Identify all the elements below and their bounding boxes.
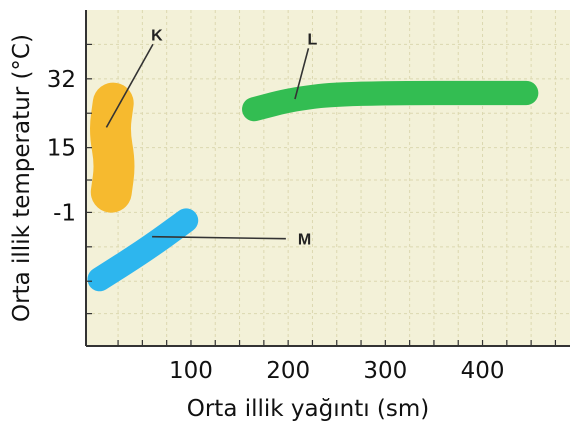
x-axis-title: Orta illik yağıntı (sm) — [187, 396, 430, 422]
x-tick-label: 200 — [266, 358, 310, 384]
y-tick-label: 15 — [47, 136, 76, 162]
x-tick-label: 100 — [169, 358, 213, 384]
leader-line-k — [105, 43, 154, 128]
leader-line-l — [294, 48, 310, 100]
y-tick-label: -1 — [53, 200, 76, 226]
leader-line-m — [152, 235, 286, 240]
region-m — [87, 208, 199, 292]
region-label-l: L — [308, 31, 318, 48]
x-tick-label: 400 — [461, 358, 505, 384]
region-k — [90, 82, 135, 213]
x-tick-label: 300 — [363, 358, 407, 384]
region-label-k: K — [151, 27, 163, 44]
y-axis-title: Orta illik temperatur (°C) — [9, 34, 35, 322]
region-l — [242, 80, 539, 122]
y-tick-label: 32 — [47, 67, 76, 93]
region-label-m: M — [298, 232, 311, 249]
plot-background — [86, 10, 570, 346]
